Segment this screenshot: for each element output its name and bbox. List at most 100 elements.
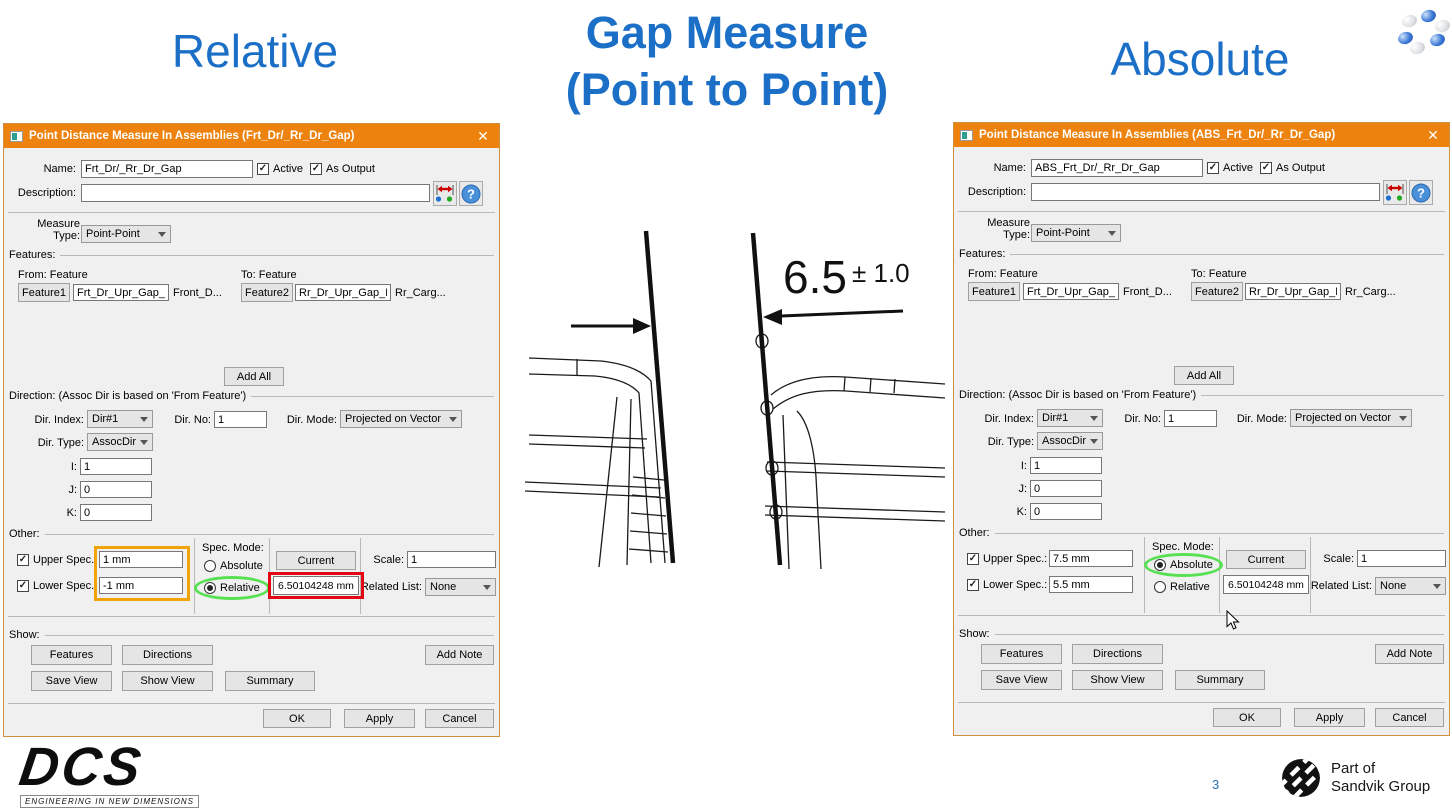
measure-type-label-line1: Measure bbox=[987, 217, 1030, 229]
spec-mode-absolute[interactable]: Absolute bbox=[1144, 553, 1223, 577]
dir-type-select[interactable]: AssocDir bbox=[87, 433, 153, 451]
scale-input[interactable] bbox=[1357, 550, 1446, 567]
ok-button[interactable]: OK bbox=[263, 709, 331, 728]
checkmark-icon: ✓ bbox=[258, 163, 268, 174]
k-input[interactable] bbox=[1030, 503, 1102, 520]
section-divider-line bbox=[994, 634, 1444, 635]
dir-no-label: Dir. No: bbox=[1124, 413, 1161, 425]
gap-tolerance-value: ± 1.0 bbox=[852, 258, 910, 288]
i-input[interactable] bbox=[1030, 457, 1102, 474]
add-all-button[interactable]: Add All bbox=[224, 367, 284, 386]
apply-button[interactable]: Apply bbox=[1294, 708, 1365, 727]
help-icon[interactable]: ? bbox=[459, 181, 483, 206]
measure-type-select[interactable]: Point-Point bbox=[1031, 224, 1121, 242]
dir-no-input[interactable] bbox=[1164, 410, 1217, 427]
bead-icon bbox=[1433, 17, 1452, 35]
add-note-button[interactable]: Add Note bbox=[1375, 644, 1444, 664]
dir-index-select[interactable]: Dir#1 bbox=[1037, 409, 1103, 427]
current-button[interactable]: Current bbox=[1226, 550, 1306, 569]
scale-input[interactable] bbox=[407, 551, 496, 568]
heading-gap-measure: Gap Measure (Point to Point) bbox=[521, 4, 933, 118]
spec-mode-absolute[interactable]: Absolute bbox=[204, 560, 263, 572]
save-view-button[interactable]: Save View bbox=[981, 670, 1062, 690]
lower-spec-input[interactable] bbox=[99, 577, 183, 594]
i-input[interactable] bbox=[80, 458, 152, 475]
chevron-down-icon bbox=[140, 439, 149, 445]
name-input[interactable] bbox=[81, 160, 253, 178]
measure-type-select[interactable]: Point-Point bbox=[81, 225, 171, 243]
vertical-divider bbox=[1310, 537, 1311, 613]
feature1-input[interactable] bbox=[73, 284, 169, 301]
show-features-button[interactable]: Features bbox=[31, 645, 112, 665]
feature2-button[interactable]: Feature2 bbox=[1191, 282, 1243, 301]
close-icon[interactable]: ✕ bbox=[477, 127, 489, 144]
section-divider-line bbox=[251, 396, 494, 397]
cancel-button[interactable]: Cancel bbox=[425, 709, 494, 728]
summary-button[interactable]: Summary bbox=[1175, 670, 1265, 690]
active-checkbox[interactable]: ✓ Active bbox=[257, 161, 303, 177]
add-all-button[interactable]: Add All bbox=[1174, 366, 1234, 385]
description-input[interactable] bbox=[1031, 183, 1380, 201]
dir-mode-select[interactable]: Projected on Vector bbox=[1290, 409, 1412, 427]
dimension-arrow-right bbox=[763, 309, 904, 325]
measure-tool-icon[interactable] bbox=[433, 181, 457, 206]
upper-spec-checkbox[interactable]: ✓ Upper Spec.: bbox=[967, 551, 1047, 567]
upper-spec-checkbox[interactable]: ✓ Upper Spec.: bbox=[17, 552, 97, 568]
related-list-select[interactable]: None bbox=[1375, 577, 1446, 595]
chevron-down-icon bbox=[158, 231, 166, 237]
k-input[interactable] bbox=[80, 504, 152, 521]
as-output-checkbox[interactable]: ✓ As Output bbox=[310, 161, 375, 177]
summary-button[interactable]: Summary bbox=[225, 671, 315, 691]
lower-spec-label: Lower Spec.: bbox=[983, 579, 1048, 591]
name-input[interactable] bbox=[1031, 159, 1203, 177]
dir-index-select[interactable]: Dir#1 bbox=[87, 410, 153, 428]
feature1-input[interactable] bbox=[1023, 283, 1119, 300]
feature1-button[interactable]: Feature1 bbox=[968, 282, 1020, 301]
feature2-input[interactable] bbox=[295, 284, 391, 301]
heading-center-line2: (Point to Point) bbox=[565, 64, 889, 115]
spec-mode-relative[interactable]: Relative bbox=[1154, 581, 1210, 593]
current-button[interactable]: Current bbox=[276, 551, 356, 570]
show-directions-button[interactable]: Directions bbox=[122, 645, 213, 665]
k-label: K: bbox=[66, 507, 77, 519]
upper-spec-input[interactable] bbox=[99, 551, 183, 568]
feature2-input[interactable] bbox=[1245, 283, 1341, 300]
checkmark-icon: ✓ bbox=[18, 580, 28, 591]
dialog-titlebar[interactable]: Point Distance Measure In Assemblies (AB… bbox=[954, 123, 1449, 147]
ok-button[interactable]: OK bbox=[1213, 708, 1281, 727]
dir-type-select[interactable]: AssocDir bbox=[1037, 432, 1103, 450]
current-value-text: 6.50104248 mm bbox=[278, 579, 354, 592]
spec-mode-relative[interactable]: Relative bbox=[194, 576, 270, 600]
dir-mode-select[interactable]: Projected on Vector bbox=[340, 410, 462, 428]
j-input[interactable] bbox=[1030, 480, 1102, 497]
close-icon[interactable]: ✕ bbox=[1427, 126, 1439, 143]
help-icon[interactable]: ? bbox=[1409, 180, 1433, 205]
feature1-button[interactable]: Feature1 bbox=[18, 283, 70, 302]
cancel-button[interactable]: Cancel bbox=[1375, 708, 1444, 727]
active-checkbox[interactable]: ✓ Active bbox=[1207, 160, 1253, 176]
as-output-checkbox[interactable]: ✓ As Output bbox=[1260, 160, 1325, 176]
upper-spec-input[interactable] bbox=[1049, 550, 1133, 567]
feature2-button[interactable]: Feature2 bbox=[241, 283, 293, 302]
show-features-button[interactable]: Features bbox=[981, 644, 1062, 664]
measure-tool-icon[interactable] bbox=[1383, 180, 1407, 205]
show-view-button[interactable]: Show View bbox=[122, 671, 213, 691]
lower-spec-checkbox[interactable]: ✓ Lower Spec.: bbox=[967, 577, 1047, 593]
radio-icon bbox=[1154, 581, 1166, 593]
dir-no-input[interactable] bbox=[214, 411, 267, 428]
show-view-button[interactable]: Show View bbox=[1072, 670, 1163, 690]
j-input[interactable] bbox=[80, 481, 152, 498]
related-list-select[interactable]: None bbox=[425, 578, 496, 596]
add-note-button[interactable]: Add Note bbox=[425, 645, 494, 665]
save-view-button[interactable]: Save View bbox=[31, 671, 112, 691]
description-input[interactable] bbox=[81, 184, 430, 202]
sandvik-text: Part of Sandvik Group bbox=[1331, 760, 1430, 796]
spec-mode-label: Spec. Mode: bbox=[1152, 541, 1214, 553]
checkbox-box: ✓ bbox=[1207, 162, 1219, 174]
lower-spec-checkbox[interactable]: ✓ Lower Spec.: bbox=[17, 578, 97, 594]
lower-spec-input[interactable] bbox=[1049, 576, 1133, 593]
apply-button[interactable]: Apply bbox=[344, 709, 415, 728]
show-directions-button[interactable]: Directions bbox=[1072, 644, 1163, 664]
dialog-titlebar[interactable]: Point Distance Measure In Assemblies (Fr… bbox=[4, 124, 499, 148]
dcs-logo-text: DCS bbox=[15, 737, 148, 797]
